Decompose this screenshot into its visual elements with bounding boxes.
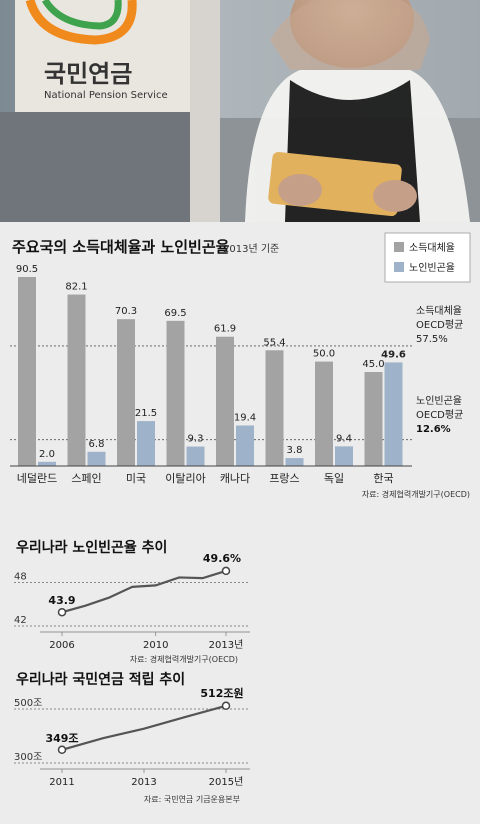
source-pension: 자료: 국민연금 기금운용본부 — [144, 794, 240, 804]
x-tick-label: 2010 — [143, 640, 168, 651]
value-label-poverty: 9.4 — [336, 433, 352, 444]
bar-replacement — [364, 372, 383, 466]
value-label-poverty: 21.5 — [135, 408, 157, 419]
source-main: 자료: 경제협력개발기구(OECD) — [362, 489, 470, 499]
ref-replacement-label2: OECD평균 — [416, 319, 463, 331]
value-label-poverty: 49.6 — [381, 349, 406, 360]
reference-label-replacement: 소득대체율 OECD평균 57.5% — [416, 305, 463, 345]
ref-poverty-label: 노인빈곤율 — [416, 395, 462, 407]
pension-trend-title: 우리나라 국민연금 적립 추이 — [16, 671, 185, 688]
chart-title: 주요국의 소득대체율과 노인빈곤율 — [12, 238, 230, 256]
sign-text: 국민연금 — [44, 60, 132, 88]
bar-replacement — [265, 350, 284, 466]
start-point — [57, 607, 67, 617]
ref-poverty-value: 12.6% — [416, 424, 451, 435]
value-label-replacement: 90.5 — [16, 264, 38, 275]
end-point — [221, 701, 231, 711]
bar-replacement — [166, 320, 185, 466]
value-label-replacement: 50.0 — [313, 349, 335, 360]
ref-replacement-label: 소득대체율 — [416, 305, 462, 317]
legend-swatch-poverty — [394, 262, 404, 272]
pension-logo — [25, 0, 137, 45]
end-point — [221, 566, 231, 576]
bar-poverty — [335, 446, 353, 466]
x-tick-label: 2011 — [49, 777, 74, 788]
value-label-poverty: 6.8 — [89, 439, 105, 450]
start-point — [57, 745, 67, 755]
bar-poverty — [236, 425, 254, 466]
y-tick-label: 500조 — [14, 698, 42, 709]
chart-subtitle: 2013년 기준 — [223, 243, 279, 255]
bar-poverty — [384, 362, 403, 466]
person-figure — [245, 0, 470, 222]
y-tick-label: 48 — [14, 572, 27, 583]
bar-poverty — [186, 446, 205, 466]
y-tick-label: 42 — [14, 615, 27, 626]
value-label-replacement: 45.0 — [362, 359, 384, 370]
series-line — [61, 704, 227, 751]
x-tick-label: 2013년 — [209, 639, 244, 651]
pension-trend-panel: 우리나라 국민연금 적립 추이 500조 300조 2011 2013 2015년 349… — [0, 670, 480, 820]
bar-chart-panel: 주요국의 소득대체율과 노인빈곤율 2013년 기준 소득대체율 노인빈곤율 9… — [0, 222, 480, 522]
ref-poverty-label2: OECD평균 — [416, 409, 463, 421]
reference-label-poverty: 노인빈곤율 OECD평균 12.6% — [416, 395, 463, 435]
category-label: 한국 — [373, 472, 393, 485]
legend-swatch-replacement — [394, 242, 404, 252]
value-label-poverty: 9.3 — [188, 434, 204, 445]
legend: 소득대체율 노인빈곤율 — [384, 232, 471, 283]
value-label-replacement: 82.1 — [65, 282, 87, 293]
start-value-label: 43.9 — [48, 594, 75, 607]
value-label-poverty: 19.4 — [234, 412, 256, 423]
bar-replacement — [117, 319, 135, 466]
legend-label-poverty: 노인빈곤율 — [409, 262, 455, 274]
sign-subtitle: National Pension Service — [44, 90, 168, 101]
poverty-trend-title: 우리나라 노인빈곤율 추이 — [16, 539, 167, 556]
y-tick-label: 300조 — [14, 752, 42, 763]
value-label-replacement: 61.9 — [214, 324, 236, 335]
legend-label-replacement: 소득대체율 — [409, 242, 455, 254]
bar-poverty — [87, 451, 106, 466]
value-label-replacement: 69.5 — [164, 308, 186, 319]
category-label: 미국 — [126, 472, 146, 485]
bar-poverty — [285, 458, 304, 466]
header-photo: 국민연금 National Pension Service — [0, 0, 480, 222]
value-label-poverty: 2.0 — [39, 449, 55, 460]
source-poverty: 자료: 경제협력개발기구(OECD) — [130, 654, 238, 664]
series-line — [61, 569, 227, 614]
value-label-replacement: 70.3 — [115, 306, 137, 317]
bar-poverty — [38, 461, 56, 466]
bar-replacement — [67, 294, 86, 466]
value-label-poverty: 3.8 — [287, 445, 303, 456]
bar-poverty — [137, 421, 155, 466]
category-label: 독일 — [324, 471, 344, 485]
category-label: 프랑스 — [269, 472, 299, 485]
poverty-trend-panel: 우리나라 노인빈곤율 추이 48 42 2006 2010 2013년 43.9 49.6%… — [0, 522, 480, 670]
category-label: 네덜란드 — [17, 472, 57, 485]
bar-replacement — [18, 277, 36, 466]
x-tick-label: 2013 — [131, 777, 156, 788]
x-tick-label: 2006 — [49, 640, 74, 651]
category-label: 캐나다 — [220, 472, 250, 485]
ref-replacement-value: 57.5% — [416, 334, 448, 345]
x-tick-label: 2015년 — [209, 776, 244, 788]
start-value-label: 349조 — [45, 732, 78, 745]
end-value-label: 512조원 — [200, 686, 243, 700]
bar-replacement — [315, 361, 333, 466]
category-label: 스페인 — [71, 472, 101, 485]
value-label-replacement: 55.4 — [263, 337, 285, 348]
category-label: 이탈리아 — [165, 472, 205, 485]
end-value-label: 49.6% — [203, 552, 241, 565]
bar-replacement — [216, 336, 234, 466]
